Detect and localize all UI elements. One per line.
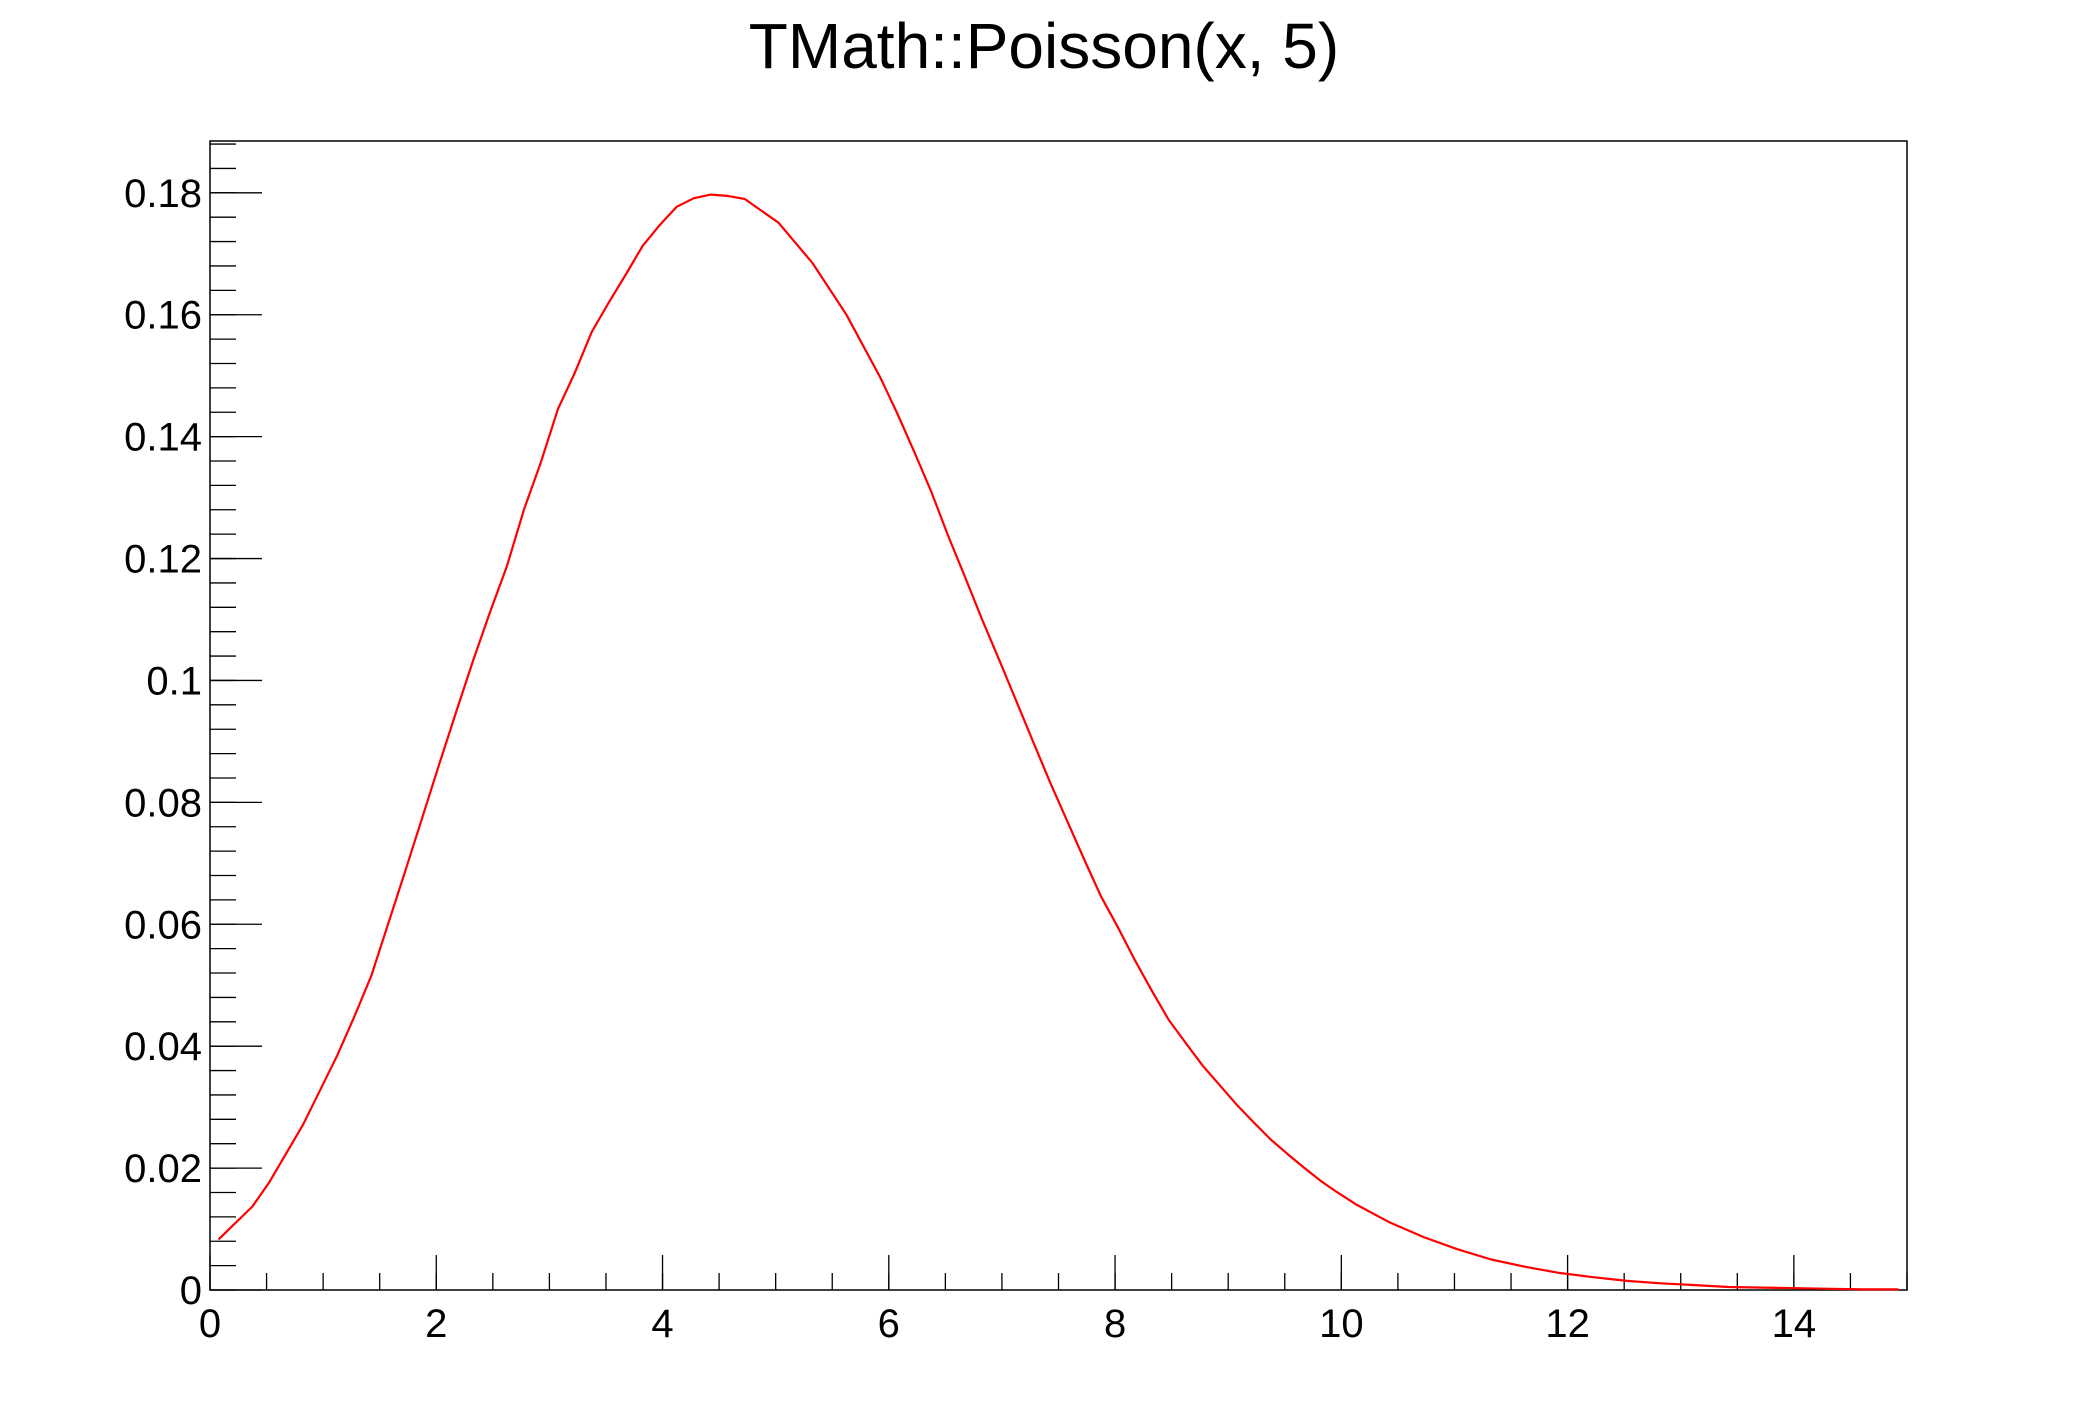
x-tick-label: 8 (1104, 1302, 1126, 1346)
x-axis: 0 2 4 6 8 10 12 14 (199, 1255, 1908, 1346)
y-tick-label: 0.02 (124, 1147, 202, 1191)
y-tick-label: 0.06 (124, 903, 202, 947)
x-tick-label: 4 (651, 1302, 673, 1346)
x-tick-label: 2 (425, 1302, 447, 1346)
y-tick-label: 0.12 (124, 538, 202, 582)
x-tick-label: 14 (1772, 1302, 1817, 1346)
y-tick-label: 0.18 (124, 172, 202, 216)
y-tick-label: 0.04 (124, 1025, 202, 1069)
y-axis: 0 0.02 0.04 0.06 0.08 0.1 0.12 0.14 0.16 0.18 (124, 143, 262, 1313)
x-tick-label: 0 (199, 1302, 221, 1346)
y-tick-label: 0.08 (124, 781, 202, 825)
plot-frame (209, 140, 1908, 1291)
y-tick-label: 0.16 (124, 294, 202, 338)
y-tick-label: 0 (180, 1269, 202, 1313)
y-tick-label: 0.1 (146, 659, 202, 703)
x-tick-label: 6 (878, 1302, 900, 1346)
series-line (217, 193, 1899, 1291)
y-tick-label: 0.14 (124, 416, 202, 460)
chart-title: TMath::Poisson(x, 5) (749, 10, 1339, 82)
x-tick-label: 12 (1545, 1302, 1590, 1346)
x-tick-label: 10 (1319, 1302, 1364, 1346)
